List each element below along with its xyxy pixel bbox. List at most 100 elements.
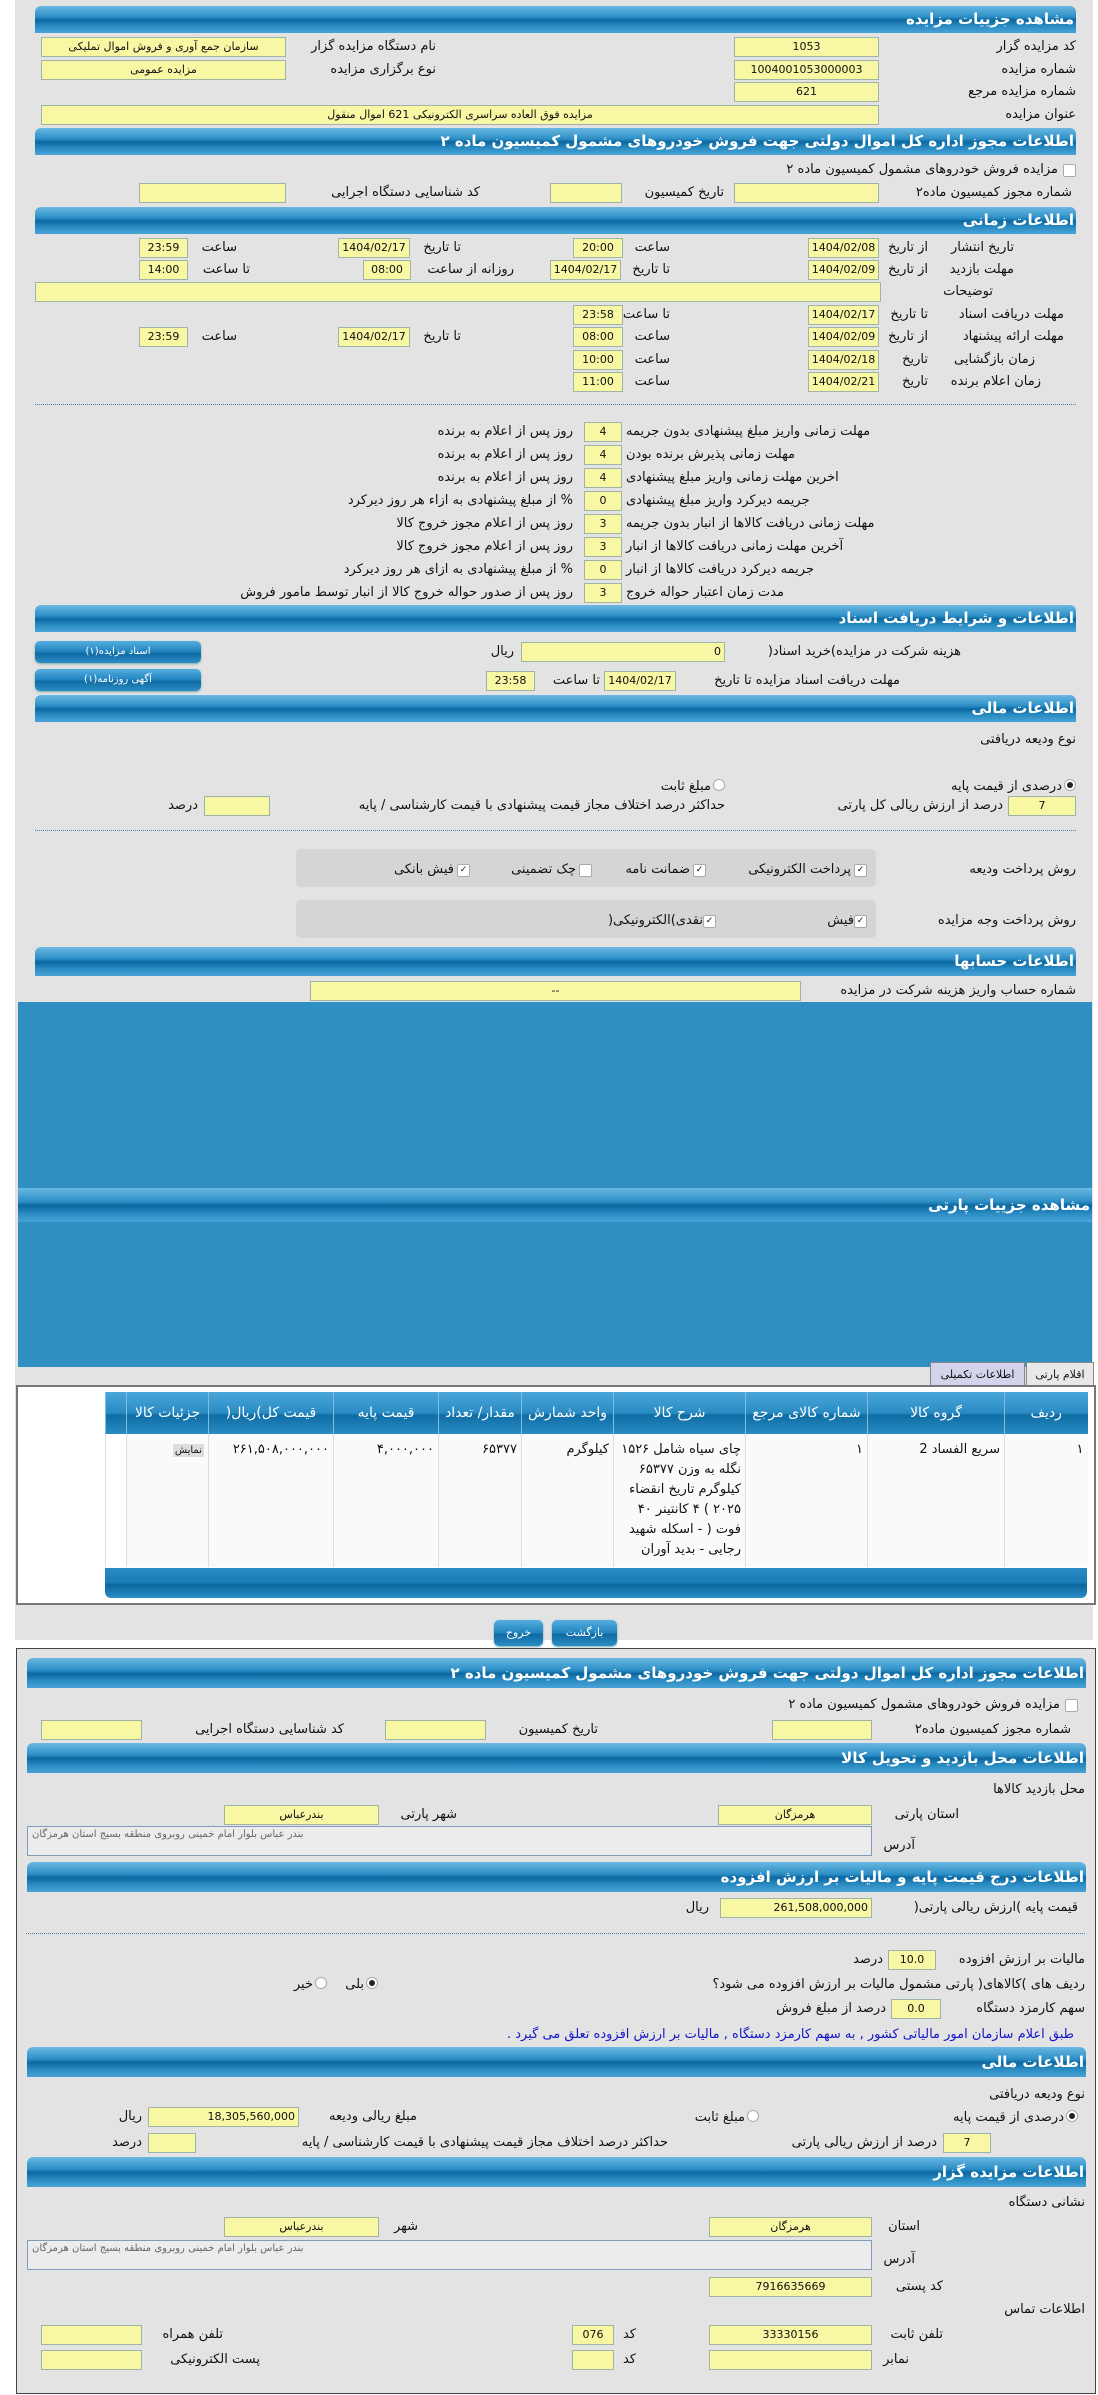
rule-value[interactable]: 4: [584, 422, 622, 442]
email-field[interactable]: [41, 2350, 142, 2370]
visit-daily-from[interactable]: 08:00: [363, 260, 411, 280]
back-button[interactable]: بازگشت: [552, 1620, 617, 1646]
phone-field[interactable]: 33330156: [709, 2325, 872, 2345]
doc-deadline-date[interactable]: 1404/02/17: [604, 671, 676, 691]
max-diff-field-2[interactable]: [148, 2133, 196, 2153]
party-province-field[interactable]: هرمزگان: [718, 1805, 872, 1825]
percent-radio[interactable]: [1064, 779, 1076, 791]
opening-time[interactable]: 10:00: [573, 350, 623, 370]
org-address-field[interactable]: بندر عباس بلوار امام خمینی روبروی منطقه …: [27, 2240, 872, 2270]
org-code-field-2[interactable]: [41, 1720, 142, 1740]
province-field[interactable]: هرمزگان: [709, 2217, 872, 2237]
publish-to-time[interactable]: 23:59: [139, 238, 188, 258]
winner-date[interactable]: 1404/02/21: [808, 372, 879, 392]
auction-number-field[interactable]: 1004001053000003: [734, 60, 879, 80]
deposit-amount-field[interactable]: 18,305,560,000: [148, 2107, 299, 2127]
vat-field[interactable]: 10.0: [888, 1950, 936, 1970]
postal-field[interactable]: 7916635669: [709, 2277, 872, 2297]
visit-from-date[interactable]: 1404/02/09: [808, 260, 879, 280]
fax-code-field[interactable]: [572, 2350, 614, 2370]
offer-to-date[interactable]: 1404/02/17: [338, 327, 410, 347]
commission-date-field-2[interactable]: [385, 1720, 486, 1740]
tab-extra-info[interactable]: اطلاعات تکمیلی: [930, 1362, 1025, 1388]
commission-date-field[interactable]: [550, 183, 622, 203]
auction-code-field[interactable]: 1053: [734, 37, 879, 57]
party-address-field[interactable]: بندر عباس بلوار امام خمینی روبروی منطقه …: [27, 1826, 872, 1856]
publish-from-date[interactable]: 1404/02/08: [808, 238, 879, 258]
column-header-empty: [105, 1392, 127, 1434]
publish-from-time[interactable]: 20:00: [573, 238, 623, 258]
rule-value[interactable]: 4: [584, 445, 622, 465]
city-label: شهر: [393, 2219, 418, 2234]
deposit-method-checkbox[interactable]: ✓: [457, 864, 470, 877]
docs-to-time[interactable]: 23:58: [573, 305, 623, 325]
description-field[interactable]: [35, 282, 881, 302]
fee-share-field[interactable]: 0.0: [891, 1999, 941, 2019]
publish-to-date[interactable]: 1404/02/17: [338, 238, 410, 258]
offer-from-date[interactable]: 1404/02/09: [808, 327, 879, 347]
org-code-field[interactable]: [139, 183, 286, 203]
permit-field-2[interactable]: [772, 1720, 872, 1740]
rule-value[interactable]: 3: [584, 583, 622, 603]
phone-code-field[interactable]: 076: [572, 2325, 614, 2345]
mobile-field[interactable]: [41, 2325, 142, 2345]
auction-method-checkbox[interactable]: ✓: [854, 915, 867, 928]
rule-value[interactable]: 3: [584, 514, 622, 534]
opening-date[interactable]: 1404/02/18: [808, 350, 879, 370]
party-city-field[interactable]: بندرعباس: [224, 1805, 379, 1825]
auction-title-field[interactable]: مزایده فوق العاده سراسری الکترونیکی 621 …: [41, 105, 879, 125]
max-diff-field[interactable]: [204, 796, 270, 816]
deposit-percent-field[interactable]: 7: [1008, 796, 1076, 816]
deposit-method-checkbox[interactable]: ✓: [854, 864, 867, 877]
fax-field[interactable]: [709, 2350, 872, 2370]
commission-checkbox[interactable]: [1063, 164, 1076, 177]
org-field[interactable]: سازمان جمع آوری و فروش اموال تملیکی: [41, 37, 286, 57]
vat-header: اطلاعات درج قیمت پایه و مالیات بر ارزش ا…: [27, 1862, 1086, 1892]
fixed-radio-2[interactable]: [747, 2110, 759, 2122]
cell-details: نمایش: [126, 1434, 209, 1567]
rule-value[interactable]: 0: [584, 491, 622, 511]
vat-no-radio[interactable]: [315, 1977, 327, 1989]
doc-fee-field[interactable]: 0: [521, 642, 725, 662]
rule-value[interactable]: 3: [584, 537, 622, 557]
docs-to-date[interactable]: 1404/02/17: [808, 305, 879, 325]
deposit-method-checkbox[interactable]: [579, 864, 592, 877]
hour-label: ساعت: [201, 240, 237, 255]
cell-text: چای سیاه شامل ۱۵۲۶ نگله به وزن ۶۵۳۷۷ کیل…: [621, 1442, 741, 1557]
rule-value[interactable]: 4: [584, 468, 622, 488]
city-field[interactable]: بندرعباس: [224, 2217, 379, 2237]
fixed-radio[interactable]: [713, 779, 725, 791]
rule-value[interactable]: 0: [584, 560, 622, 580]
fax-code-label: کد: [622, 2352, 636, 2367]
offer-from-time[interactable]: 08:00: [573, 327, 623, 347]
auction-type-field[interactable]: مزایده عمومی: [41, 60, 286, 80]
visit-to-date[interactable]: 1404/02/17: [550, 260, 621, 280]
percent-unit: درصد: [112, 2135, 142, 2150]
exit-button[interactable]: خروج: [494, 1620, 543, 1646]
winner-time[interactable]: 11:00: [573, 372, 623, 392]
deposit-method-checkbox[interactable]: ✓: [693, 864, 706, 877]
ref-number-field[interactable]: 621: [734, 82, 879, 102]
table-cell: کیلوگرم: [521, 1434, 614, 1567]
cell-text: سریع الفساد 2: [919, 1442, 1000, 1457]
auction-method-checkbox[interactable]: ✓: [703, 915, 716, 928]
permit-field[interactable]: [734, 183, 879, 203]
show-details-button[interactable]: نمایش: [172, 1444, 204, 1457]
auction-docs-button[interactable]: اسناد مزایده(۱): [35, 641, 201, 663]
to-date-label: تا تاریخ: [423, 329, 461, 344]
base-price-field[interactable]: 261,508,000,000: [720, 1898, 872, 1918]
percent-radio-2[interactable]: [1066, 2110, 1078, 2122]
fax-label: نمابر: [883, 2352, 909, 2367]
tab-party-items[interactable]: اقلام پارتی: [1026, 1362, 1094, 1388]
to-date-label: تا تاریخ: [423, 240, 461, 255]
auctioneer-header: اطلاعات مزایده گزار: [27, 2157, 1086, 2187]
doc-deadline-time[interactable]: 23:58: [486, 671, 535, 691]
commission-checkbox-2[interactable]: [1065, 1699, 1078, 1712]
offer-to-time[interactable]: 23:59: [139, 327, 188, 347]
deposit-percent-label: درصد از ارزش ریالی کل پارتی: [837, 798, 1003, 813]
account-field[interactable]: --: [310, 981, 801, 1001]
newspaper-ad-button[interactable]: آگهی روزنامه(۱): [35, 669, 201, 691]
deposit-percent-field-2[interactable]: 7: [943, 2133, 991, 2153]
vat-yes-radio[interactable]: [366, 1977, 378, 1989]
visit-daily-to[interactable]: 14:00: [139, 260, 188, 280]
